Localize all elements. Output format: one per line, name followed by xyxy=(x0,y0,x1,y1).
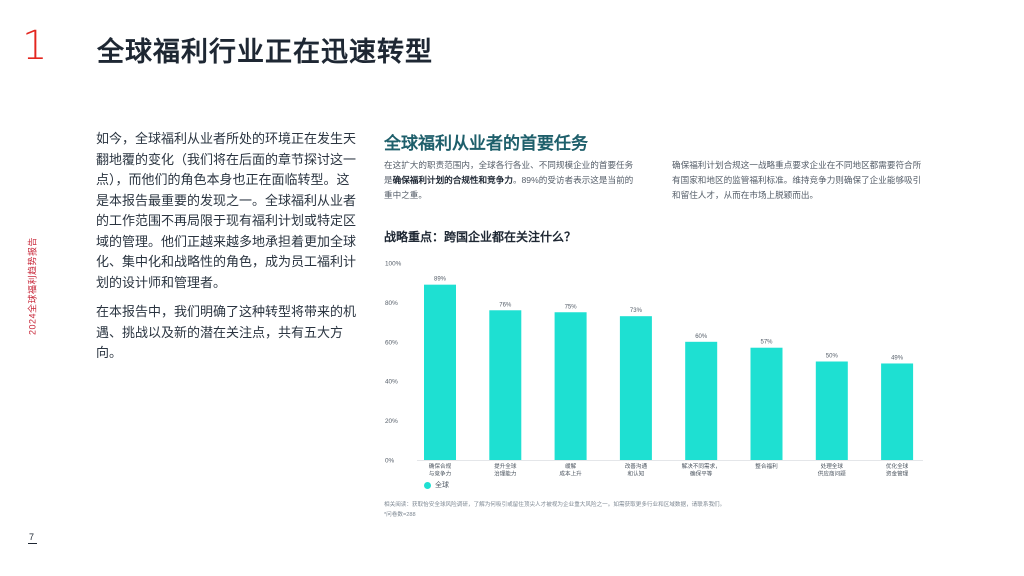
legend-label: 全球 xyxy=(435,482,449,489)
desc-left-stat: 。89%的受访者表示这是当前的重中之重。 xyxy=(384,175,634,200)
x-axis-category-label: 改善沟通 xyxy=(625,462,648,470)
y-axis-tick-label: 0% xyxy=(385,458,395,465)
intro-paragraph-1: 如今，全球福利从业者所处的环境正在发生天翻地覆的变化（我们将在后面的章节探讨这一… xyxy=(96,131,357,290)
x-axis-category-label: 与竞争力 xyxy=(429,470,452,478)
bar xyxy=(881,363,914,460)
intro-text: 如今，全球福利从业者所处的环境正在发生天翻地覆的变化（我们将在后面的章节探讨这一… xyxy=(96,129,361,373)
x-axis-category-label: 和认知 xyxy=(628,470,645,478)
bar-value-label: 89% xyxy=(434,277,447,283)
legend-swatch xyxy=(424,481,431,489)
x-axis-category-label: 供应商问题 xyxy=(818,470,846,478)
desc-left-highlight: 确保福利计划的合规性和竞争力 xyxy=(392,175,513,185)
bar xyxy=(424,284,456,460)
report-side-label: 2024全球福利趋势报告 xyxy=(27,236,38,336)
bar-value-label: 50% xyxy=(826,354,839,360)
bar xyxy=(750,347,783,460)
bar xyxy=(685,341,718,460)
page-title: 全球福利行业正在迅速转型 xyxy=(97,37,433,67)
chart-heading: 战略重点：跨国企业都在关注什么？ xyxy=(384,230,577,244)
x-axis-category-label: 提升全球 xyxy=(494,462,517,470)
bar-value-label: 57% xyxy=(760,340,773,346)
y-axis-tick-label: 20% xyxy=(385,418,398,425)
bar-value-label: 49% xyxy=(891,355,904,361)
bar xyxy=(815,361,848,460)
footnote-sample-size: *问卷数=288 xyxy=(384,512,416,518)
chapter-number: 1 xyxy=(22,23,48,69)
bar xyxy=(619,316,652,460)
y-axis-tick-label: 100% xyxy=(385,261,402,268)
bar xyxy=(489,310,522,460)
y-axis-tick-label: 60% xyxy=(385,339,398,346)
x-axis-category-label: 解决不同需求， xyxy=(682,462,721,470)
page-number: 7 xyxy=(28,532,38,544)
desc-left-intro: 在这扩大的职责范围内，全球各行各业、不同规模企业的首要任务是 xyxy=(384,160,634,185)
section-description-left: 在这扩大的职责范围内，全球各行各业、不同规模企业的首要任务是确保福利计划的合规性… xyxy=(384,158,639,203)
bar-value-label: 76% xyxy=(499,302,512,308)
x-axis-category-label: 优化全球 xyxy=(886,462,909,470)
x-axis-category-label: 缓解 xyxy=(565,462,577,470)
x-axis-category-label: 处理全球 xyxy=(821,462,844,470)
x-axis-category-label: 整合福利 xyxy=(755,462,778,470)
x-axis-category-label: 治理能力 xyxy=(494,470,517,478)
x-axis-category-label: 资金管理 xyxy=(886,470,909,478)
intro-paragraph-2: 在本报告中，我们明确了这种转型将带来的机遇、挑战以及新的潜在关注点，共有五大方向… xyxy=(96,304,357,360)
section-title: 全球福利从业者的首要任务 xyxy=(384,134,588,153)
section-description-right: 确保福利计划合规这一战略重点要求企业在不同地区都需要符合所有国家和地区的监管福利… xyxy=(672,160,922,200)
bar xyxy=(554,312,587,460)
y-axis-tick-label: 80% xyxy=(385,300,398,307)
bar-value-label: 60% xyxy=(695,334,708,340)
footnote: 相关阅读：获取怡安全球风险调研，了解为何吸引或留住顶尖人才被视为企业重大风险之一… xyxy=(384,500,725,520)
x-axis-category-label: 成本上升 xyxy=(559,470,582,478)
x-axis-category-label: 确保平等 xyxy=(690,470,713,478)
chart-legend: 全球 xyxy=(424,480,449,490)
y-axis-tick-label: 40% xyxy=(385,379,398,386)
x-axis-category-label: 确保合规 xyxy=(429,462,452,470)
footnote-related-reading: 相关阅读：获取怡安全球风险调研，了解为何吸引或留住顶尖人才被视为企业重大风险之一… xyxy=(384,502,726,508)
bar-value-label: 75% xyxy=(565,304,578,310)
bar-value-label: 73% xyxy=(630,308,643,314)
